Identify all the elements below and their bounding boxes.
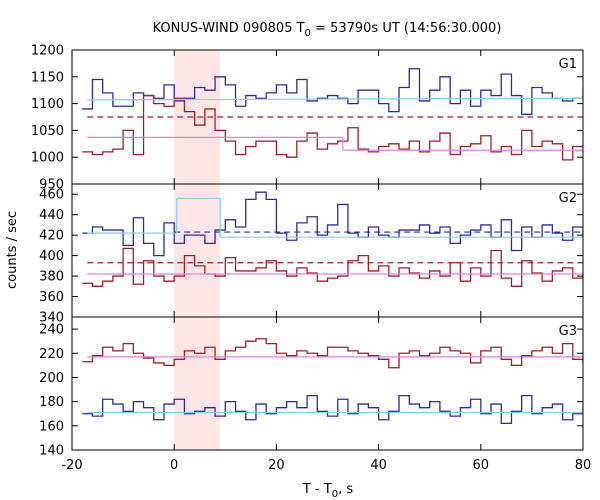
y-tick-label: 1050	[31, 124, 64, 139]
panel-g1: 950 1000 1050 1100 1150 1200 G1	[31, 44, 584, 193]
series-blue-step-line	[82, 191, 583, 257]
panel-g3: 140 160 180 200 220 240 G3	[39, 316, 584, 459]
y-tick-label: 220	[39, 347, 64, 362]
x-tick-label: 20	[268, 458, 285, 473]
y-tick-label: 950	[39, 178, 64, 193]
chart-title-rest: = 53790s UT (14:56:30.000)	[311, 21, 501, 36]
x-tick-label: 80	[575, 458, 592, 473]
y-tick-label: 1200	[31, 44, 64, 59]
x-axis-label-rest: , s	[338, 482, 353, 497]
y-tick-label: 460	[39, 188, 64, 203]
x-tick-label: 60	[473, 458, 490, 473]
x-axis-label-main: T - T	[302, 482, 332, 497]
y-tick-label: 1100	[31, 97, 64, 112]
fit-cyan-solid-line	[87, 97, 583, 101]
panels: 95010001050110011501200G1340360380400420…	[31, 44, 592, 474]
shaded-interval	[174, 317, 221, 450]
y-axis-label: counts / sec	[5, 211, 20, 289]
plot-area	[82, 68, 583, 161]
y-tick-label: 1000	[31, 151, 64, 166]
y-tick-label: 200	[39, 371, 64, 386]
y-tick-label: 440	[39, 208, 64, 223]
shaded-interval	[174, 184, 221, 317]
panel-label: G2	[559, 191, 577, 206]
series-red-step-line	[82, 94, 583, 161]
x-tick-label: -20	[61, 458, 82, 473]
y-tick-label: 400	[39, 249, 64, 264]
panel-label: G3	[559, 324, 577, 339]
y-tick-label: 160	[39, 419, 64, 434]
y-tick-label: 380	[39, 270, 64, 285]
series-red-step-line	[82, 338, 583, 369]
x-tick-label: 40	[370, 458, 387, 473]
series-blue-step-line	[82, 394, 583, 425]
series-blue-step-line	[82, 68, 583, 115]
panel-frame	[71, 183, 584, 318]
y-tick-label: 420	[39, 229, 64, 244]
y-tick-label: 1150	[31, 70, 64, 85]
y-tick-label: 360	[39, 290, 64, 305]
x-axis-label: T - T0, s	[302, 482, 353, 500]
chart-title-subscript: 0	[305, 28, 311, 39]
y-tick-label: 240	[39, 323, 64, 338]
chart-title: KONUS-WIND 090805 T0 = 53790s UT (14:56:…	[153, 21, 502, 39]
panel-frame	[71, 316, 584, 451]
y-tick-label: 180	[39, 395, 64, 410]
panel-label: G1	[559, 57, 577, 72]
plot-area	[82, 338, 583, 425]
chart-title-main: KONUS-WIND 090805 T	[153, 21, 305, 36]
x-axis-label-subscript: 0	[332, 489, 338, 500]
x-tick-label: 0	[170, 458, 178, 473]
series-red-step-line	[82, 247, 583, 287]
y-tick-label: 340	[39, 311, 64, 326]
plot-area	[82, 191, 583, 287]
panel-g2: 340 360 380 400 420 440 460 G2	[39, 183, 584, 326]
y-tick-label: 140	[39, 444, 64, 459]
